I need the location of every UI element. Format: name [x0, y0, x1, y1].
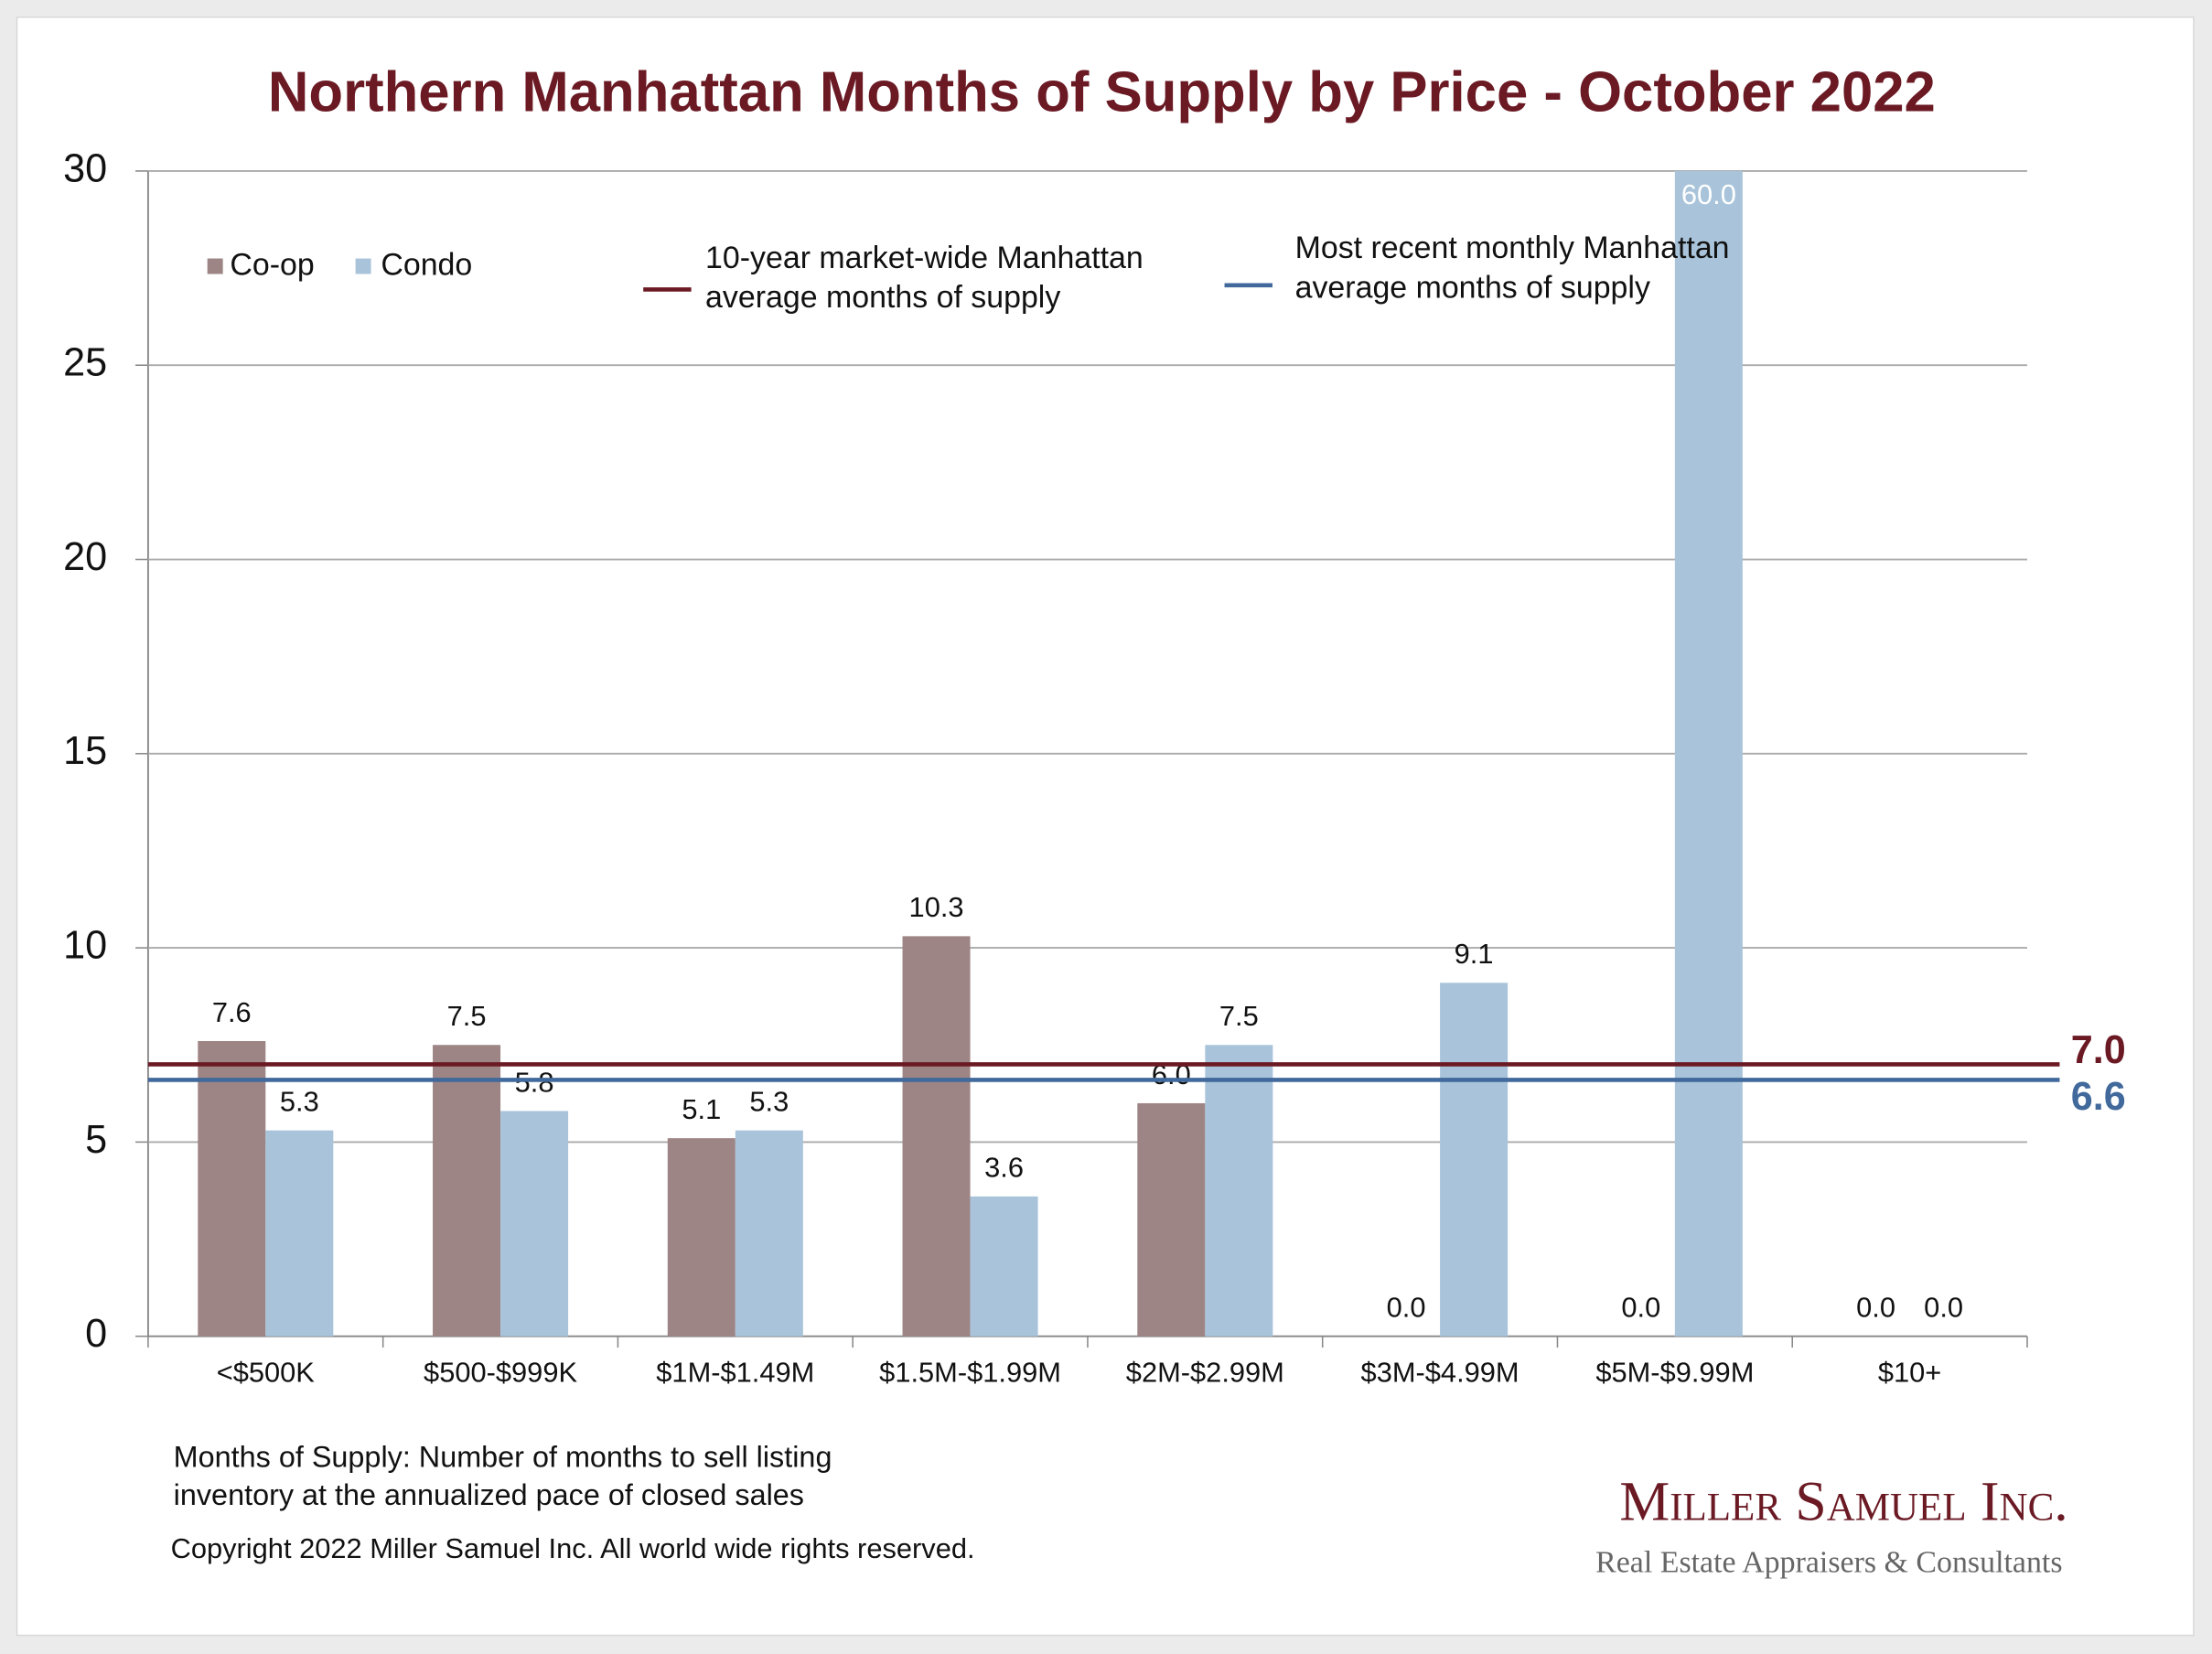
legend-label: Co-op: [230, 248, 314, 283]
logo-name: Miller Samuel Inc.: [1619, 1470, 2067, 1532]
note-line: inventory at the annualized pace of clos…: [174, 1478, 804, 1511]
y-tick-label: 5: [85, 1118, 107, 1162]
y-tick-label: 30: [63, 146, 107, 190]
y-tick-label: 10: [63, 924, 107, 968]
x-tick-label: $1M-$1.49M: [656, 1356, 814, 1388]
data-label: 7.5: [447, 1000, 487, 1032]
bar: [735, 1130, 803, 1337]
bar: [1137, 1102, 1206, 1337]
data-label: 7.6: [212, 996, 252, 1028]
reference-label: 6.6: [2071, 1075, 2126, 1119]
data-label: 5.3: [749, 1086, 789, 1118]
y-tick-label: 0: [85, 1312, 107, 1356]
x-tick-label: $1.5M-$1.99M: [879, 1356, 1061, 1388]
bar: [265, 1130, 334, 1337]
x-tick-label: $500-$999K: [424, 1356, 577, 1388]
legend-label: Condo: [381, 248, 472, 283]
legend-label: average months of supply: [1295, 270, 1650, 305]
bar: [902, 936, 971, 1337]
data-label: 0.0: [1387, 1292, 1426, 1324]
legend-swatch: [207, 258, 223, 274]
data-label: 0.0: [1924, 1292, 1963, 1324]
x-tick-label: <$500K: [217, 1356, 316, 1388]
legend-label: Most recent monthly Manhattan: [1295, 231, 1730, 265]
bars: [198, 170, 1743, 1337]
x-tick-label: $3M-$4.99M: [1361, 1356, 1519, 1388]
x-tick-label: $2M-$2.99M: [1126, 1356, 1284, 1388]
data-label: 3.6: [984, 1152, 1024, 1184]
legend-label: 10-year market-wide Manhattan: [705, 241, 1144, 275]
y-tick-label: 15: [63, 729, 107, 773]
data-label: 5.1: [682, 1093, 721, 1125]
bar: [500, 1111, 569, 1337]
y-tick-label: 20: [63, 535, 107, 579]
logo-tagline: Real Estate Appraisers & Consultants: [1595, 1545, 2062, 1579]
chart-title: Northern Manhattan Months of Supply by P…: [268, 60, 1936, 124]
bar: [1440, 983, 1509, 1337]
data-label: 9.1: [1455, 938, 1494, 970]
panel: [16, 16, 2195, 1637]
data-label: 60.0: [1681, 178, 1736, 210]
bar: [1205, 1045, 1273, 1337]
x-tick-label: $5M-$9.99M: [1595, 1356, 1754, 1388]
y-tick-label: 25: [63, 341, 107, 385]
data-label: 7.5: [1219, 1000, 1259, 1032]
data-label: 0.0: [1621, 1292, 1660, 1324]
data-label: 5.3: [280, 1086, 319, 1118]
bar: [667, 1138, 736, 1337]
reference-label: 7.0: [2071, 1028, 2126, 1072]
bar: [433, 1045, 501, 1337]
bar: [198, 1041, 266, 1337]
x-tick-label: $10+: [1878, 1356, 1941, 1388]
bar: [970, 1196, 1038, 1337]
data-label: 10.3: [909, 891, 964, 923]
note-line: Months of Supply: Number of months to se…: [174, 1440, 832, 1473]
bar: [1674, 170, 1743, 1337]
data-label: 0.0: [1856, 1292, 1895, 1324]
legend-label: average months of supply: [705, 280, 1060, 315]
copyright: Copyright 2022 Miller Samuel Inc. All wo…: [171, 1532, 975, 1564]
legend-swatch: [355, 258, 371, 274]
